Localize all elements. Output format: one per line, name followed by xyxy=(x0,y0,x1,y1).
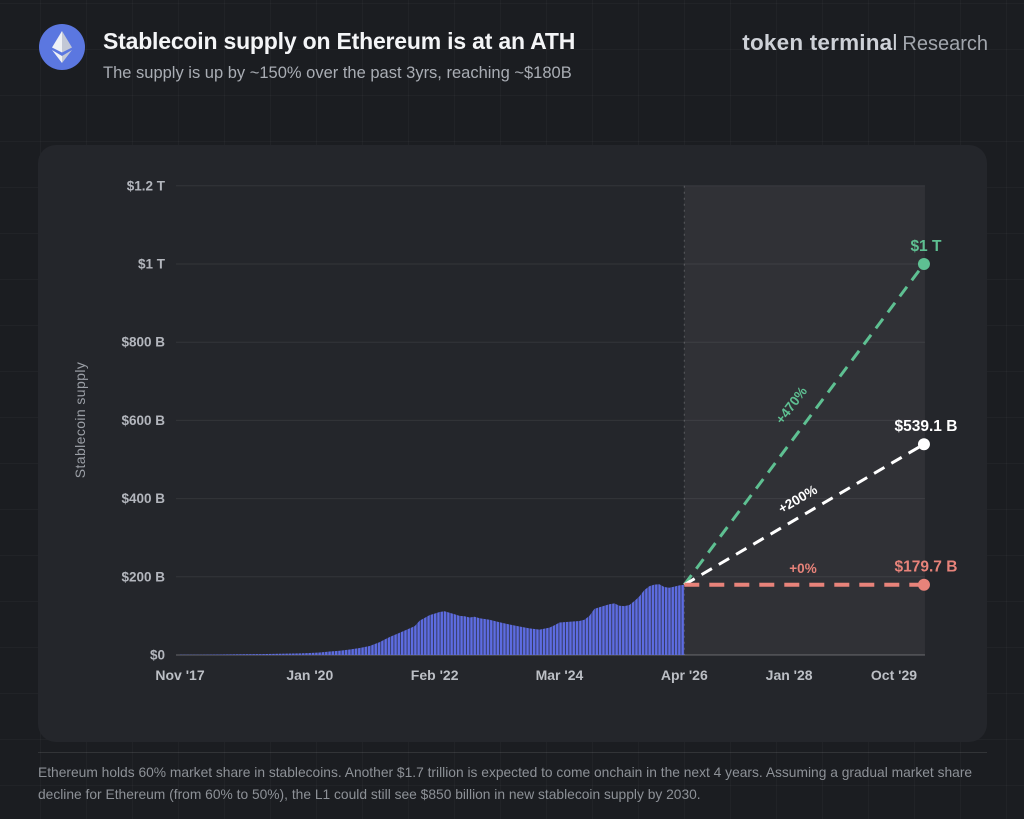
title-block: Stablecoin supply on Ethereum is at an A… xyxy=(103,28,575,83)
y-tick-label: $600 B xyxy=(121,413,165,428)
y-tick-label: $200 B xyxy=(121,569,165,584)
projection-value-label-bear-scenario: $179.7 B xyxy=(894,559,957,576)
brand-name-thin: l xyxy=(892,30,898,55)
brand-wordmark: token terminal Research xyxy=(742,30,988,56)
projection-endpoint-bull-scenario xyxy=(917,258,930,270)
ethereum-icon xyxy=(39,24,85,70)
x-tick-label: Oct '29 xyxy=(871,667,917,683)
header: Stablecoin supply on Ethereum is at an A… xyxy=(0,0,1024,110)
x-tick-label: Mar '24 xyxy=(536,667,584,683)
x-tick-label: Jan '28 xyxy=(766,667,813,683)
x-tick-label: Jan '20 xyxy=(286,667,333,683)
y-tick-label: $1 T xyxy=(138,257,166,272)
footer-divider xyxy=(38,752,987,753)
projection-line-base-scenario xyxy=(683,442,925,587)
page-title: Stablecoin supply on Ethereum is at an A… xyxy=(103,28,576,54)
projection-endpoint-bear-scenario xyxy=(917,578,930,591)
y-tick-label: $0 xyxy=(150,648,165,663)
projection-value-label-bull-scenario: $1 T xyxy=(910,238,942,255)
x-tick-label: Apr '26 xyxy=(661,667,708,683)
y-tick-label: $800 B xyxy=(121,335,165,350)
history-area-series xyxy=(180,584,685,655)
projection-line-bull-scenario xyxy=(683,263,926,586)
y-tick-label: $400 B xyxy=(121,491,165,506)
projection-endpoint-base-scenario xyxy=(917,438,930,451)
stablecoin-supply-chart: $1.2 T $1 T $800 B $600 B $400 B $200 B $0 Nov … xyxy=(72,178,957,683)
brand-name-bold: token termina xyxy=(742,30,893,55)
x-tick-label: Feb '22 xyxy=(411,667,459,683)
projection-band xyxy=(684,185,925,656)
chart-card: $1.2 T $1 T $800 B $600 B $400 B $200 B $0 Nov … xyxy=(38,145,987,742)
y-axis-title: Stablecoin supply xyxy=(72,362,88,479)
brand-suffix: Research xyxy=(902,33,988,55)
x-tick-label: Nov '17 xyxy=(155,667,204,683)
projection-pct-label-bear-scenario: +0% xyxy=(789,561,816,576)
page-subtitle: The supply is up by ~150% over the past … xyxy=(103,64,572,82)
footer: Ethereum holds 60% market share in stabl… xyxy=(38,752,987,806)
projection-value-label-base-scenario: $539.1 B xyxy=(894,418,957,435)
y-tick-label: $1.2 T xyxy=(127,178,166,193)
footer-note: Ethereum holds 60% market share in stabl… xyxy=(38,765,973,802)
